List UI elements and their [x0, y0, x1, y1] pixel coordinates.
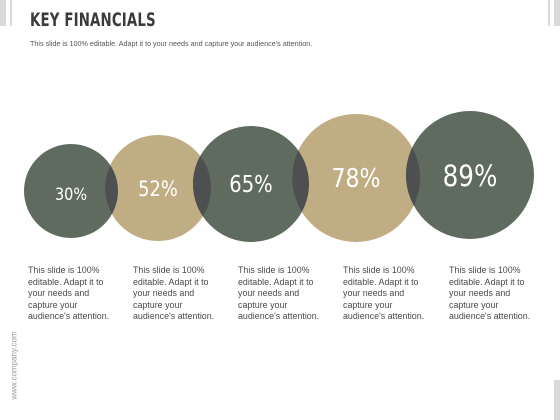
circle-2 — [105, 135, 211, 241]
circle-3 — [193, 126, 309, 242]
bottom-right-corner-bar — [554, 380, 560, 420]
top-right-corner-bar — [554, 0, 560, 26]
circle-1 — [24, 144, 118, 238]
value-label-5: 89% — [443, 160, 498, 193]
slide-title: KEY FINANCIALS — [30, 9, 156, 31]
value-label-3: 65% — [229, 172, 272, 199]
top-right-corner-bar-thin — [548, 0, 550, 26]
footer-url: www.company.com — [9, 331, 19, 400]
top-left-corner-bar-thin — [10, 0, 12, 26]
slide-subtitle: This slide is 100% editable. Adapt it to… — [30, 39, 313, 48]
circle-5 — [406, 111, 534, 239]
description-2: This slide is 100% editable. Adapt it to… — [133, 265, 215, 322]
value-label-4: 78% — [331, 163, 380, 193]
top-left-corner-bar — [0, 0, 6, 26]
description-4: This slide is 100% editable. Adapt it to… — [343, 265, 425, 322]
value-label-2: 52% — [138, 177, 178, 202]
circle-4 — [292, 114, 420, 242]
description-3: This slide is 100% editable. Adapt it to… — [238, 265, 320, 322]
value-label-1: 30% — [55, 184, 87, 204]
description-5: This slide is 100% editable. Adapt it to… — [449, 265, 531, 322]
description-1: This slide is 100% editable. Adapt it to… — [28, 265, 110, 322]
